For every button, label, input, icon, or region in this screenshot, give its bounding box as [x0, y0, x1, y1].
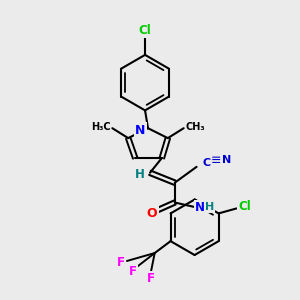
Text: H: H — [205, 202, 214, 212]
Text: F: F — [147, 272, 155, 285]
Text: H₃C: H₃C — [91, 122, 110, 132]
Text: H: H — [135, 168, 145, 181]
Text: CH₃: CH₃ — [186, 122, 205, 132]
Text: N: N — [135, 124, 145, 137]
Text: N: N — [194, 201, 205, 214]
Text: ≡: ≡ — [211, 154, 222, 167]
Text: O: O — [147, 207, 157, 220]
Text: Cl: Cl — [238, 200, 251, 213]
Text: F: F — [129, 266, 137, 278]
Text: N: N — [222, 155, 231, 165]
Text: Cl: Cl — [139, 24, 152, 37]
Text: F: F — [117, 256, 125, 269]
Text: C: C — [202, 158, 211, 168]
